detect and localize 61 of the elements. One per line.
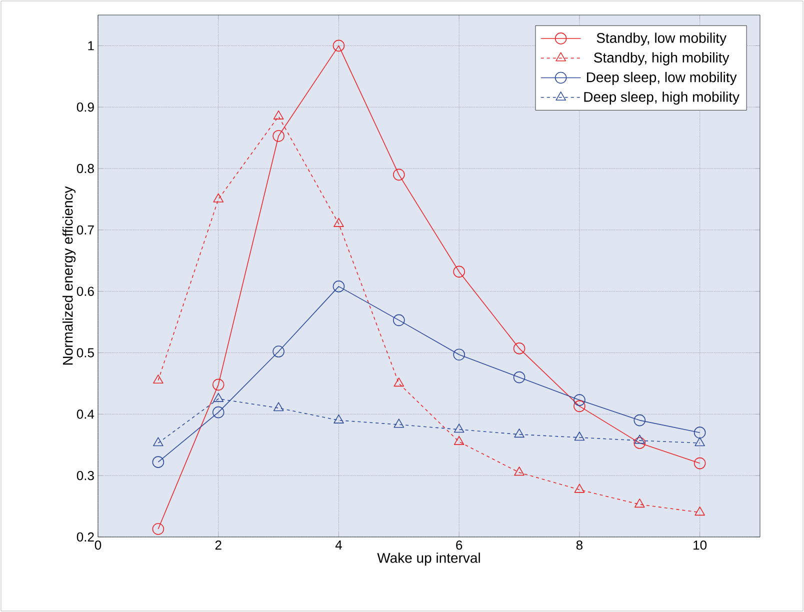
point (514, 428, 524, 438)
point (394, 418, 404, 428)
point (152, 456, 164, 468)
point (394, 378, 404, 387)
point (694, 437, 705, 446)
point (332, 40, 345, 52)
point (634, 437, 646, 449)
point (694, 426, 706, 438)
point (213, 392, 224, 402)
point (332, 280, 345, 292)
point (513, 371, 526, 384)
y-tick-label: 0.2 (76, 532, 94, 542)
point (212, 378, 224, 391)
point (273, 110, 284, 120)
point (694, 457, 706, 470)
x-tick-label: 8 (576, 540, 583, 550)
x-axis-title: Wake up interval (377, 552, 480, 566)
x-tick-label: 10 (694, 540, 707, 550)
point (272, 130, 284, 142)
point (393, 314, 405, 326)
point (453, 266, 465, 278)
point (514, 466, 524, 476)
point (574, 432, 585, 441)
point (153, 374, 164, 384)
point (334, 414, 344, 424)
y-tick-label: 0.6 (76, 286, 94, 296)
x-tick-label: 2 (215, 540, 222, 550)
point (334, 218, 344, 227)
y-tick-label: 0.7 (76, 225, 94, 235)
point (393, 168, 405, 181)
point (574, 484, 585, 493)
point (513, 342, 526, 354)
y-tick-label: 0.4 (76, 410, 94, 419)
point (454, 424, 464, 433)
y-tick-label: 0.8 (76, 164, 94, 174)
point (574, 394, 586, 406)
legend-label: Standby, high mobility (594, 52, 730, 66)
legend-label: Deep sleep, low mobility (587, 72, 737, 85)
x-tick-label: 4 (335, 540, 342, 550)
point (212, 406, 224, 418)
point (574, 400, 586, 412)
point (153, 437, 164, 446)
point (272, 346, 284, 358)
legend-label: Deep sleep, high mobility (584, 92, 740, 105)
y-tick-label: 1 (88, 41, 94, 50)
x-tick-label: 6 (456, 540, 462, 550)
point (152, 523, 164, 535)
legend-label: Standby, low mobility (596, 32, 727, 46)
point (453, 348, 465, 360)
point (634, 498, 645, 508)
y-tick-label: 0.3 (76, 470, 94, 480)
point (634, 414, 646, 426)
point (634, 434, 645, 444)
point (273, 402, 284, 412)
point (213, 193, 224, 202)
point (454, 436, 464, 445)
y-tick-label: 0.9 (76, 102, 94, 112)
x-tick-label: 0 (94, 540, 102, 550)
y-axis-title: Normalized energy efficiency (62, 186, 76, 365)
point (694, 506, 705, 516)
y-tick-label: 0.5 (76, 348, 94, 358)
